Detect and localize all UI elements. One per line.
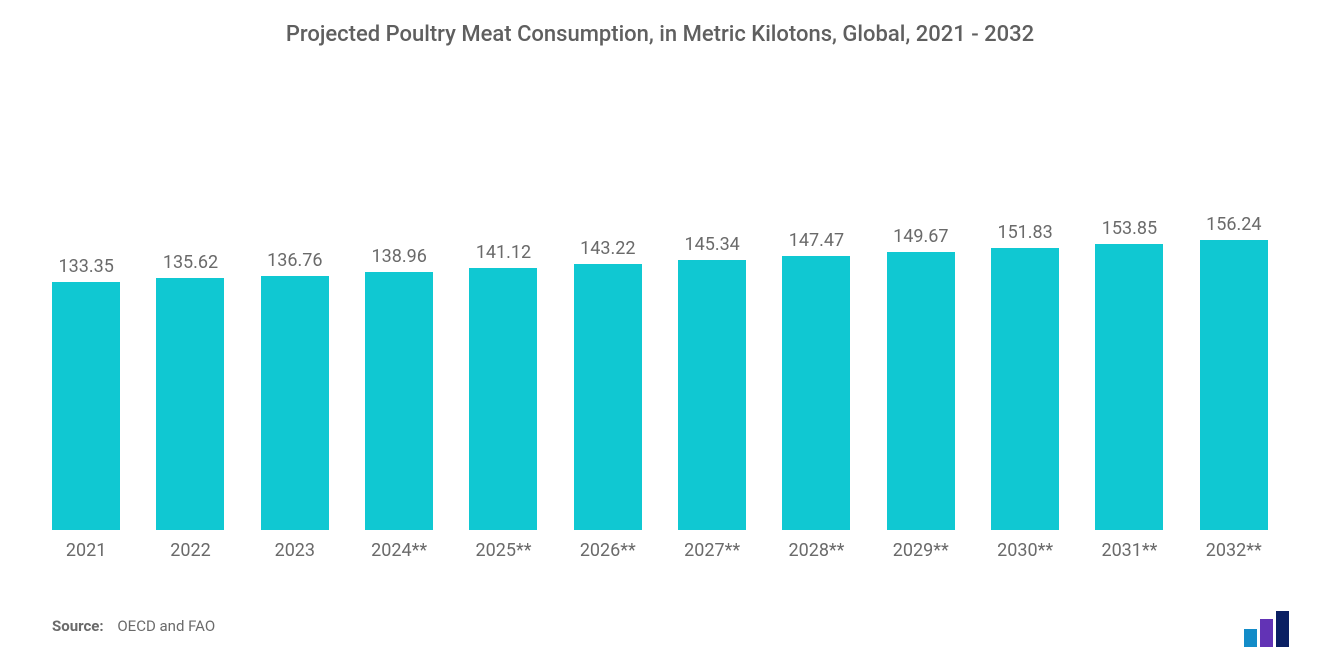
x-tick-label: 2031**	[1077, 540, 1181, 561]
bar-rect	[1095, 244, 1163, 530]
x-tick-label: 2029**	[869, 540, 973, 561]
source-line: Source: OECD and FAO	[52, 617, 215, 635]
bar-value-label: 149.67	[893, 228, 948, 246]
chart-title: Projected Poultry Meat Consumption, in M…	[0, 22, 1320, 47]
x-tick-label: 2026**	[556, 540, 660, 561]
x-tick-label: 2023	[243, 540, 347, 561]
bar-column: 156.24	[1182, 90, 1286, 530]
bar-value-label: 145.34	[684, 236, 739, 254]
bar-column: 153.85	[1077, 90, 1181, 530]
plot-area: 133.35 135.62 136.76 138.96 141.12 143.22 145.…	[34, 90, 1286, 530]
bar-rect	[469, 268, 537, 530]
bar-rect	[887, 252, 955, 530]
chart-container: Projected Poultry Meat Consumption, in M…	[0, 0, 1320, 665]
bar-value-label: 147.47	[789, 232, 844, 250]
source-label: Source:	[52, 617, 104, 635]
bar-value-label: 151.83	[997, 224, 1052, 242]
bar-rect	[678, 260, 746, 530]
x-tick-label: 2022	[138, 540, 242, 561]
x-tick-label: 2030**	[973, 540, 1077, 561]
brand-logo	[1244, 611, 1292, 647]
x-axis-labels: 2021202220232024**2025**2026**2027**2028…	[34, 540, 1286, 561]
bar-rect	[991, 248, 1059, 530]
chart-bars-icon	[1244, 611, 1292, 647]
bar-value-label: 143.22	[580, 240, 635, 258]
bar-rect	[261, 276, 329, 530]
bar-value-label: 138.96	[371, 248, 426, 266]
x-tick-label: 2032**	[1182, 540, 1286, 561]
x-tick-label: 2025**	[451, 540, 555, 561]
bar-value-label: 135.62	[163, 254, 218, 272]
bar-column: 151.83	[973, 90, 1077, 530]
bar-value-label: 153.85	[1102, 220, 1157, 238]
x-tick-label: 2021	[34, 540, 138, 561]
x-tick-label: 2027**	[660, 540, 764, 561]
x-tick-label: 2024**	[347, 540, 451, 561]
source-text: OECD and FAO	[117, 617, 215, 635]
bar-value-label: 141.12	[476, 244, 531, 262]
bar-rect	[1200, 240, 1268, 530]
bar-column: 149.67	[869, 90, 973, 530]
bar-column: 135.62	[138, 90, 242, 530]
bar-column: 147.47	[764, 90, 868, 530]
bar-value-label: 136.76	[267, 252, 322, 270]
bar-rect	[574, 264, 642, 530]
bar-column: 141.12	[451, 90, 555, 530]
bar-rect	[365, 272, 433, 530]
bar-value-label: 156.24	[1206, 216, 1261, 234]
x-tick-label: 2028**	[764, 540, 868, 561]
bar-rect	[156, 278, 224, 530]
bar-column: 145.34	[660, 90, 764, 530]
bar-rect	[782, 256, 850, 530]
bar-value-label: 133.35	[59, 258, 114, 276]
bar-column: 138.96	[347, 90, 451, 530]
bar-column: 143.22	[556, 90, 660, 530]
bar-rect	[52, 282, 120, 530]
bar-column: 136.76	[243, 90, 347, 530]
bars-group: 133.35 135.62 136.76 138.96 141.12 143.22 145.…	[34, 90, 1286, 530]
bar-column: 133.35	[34, 90, 138, 530]
